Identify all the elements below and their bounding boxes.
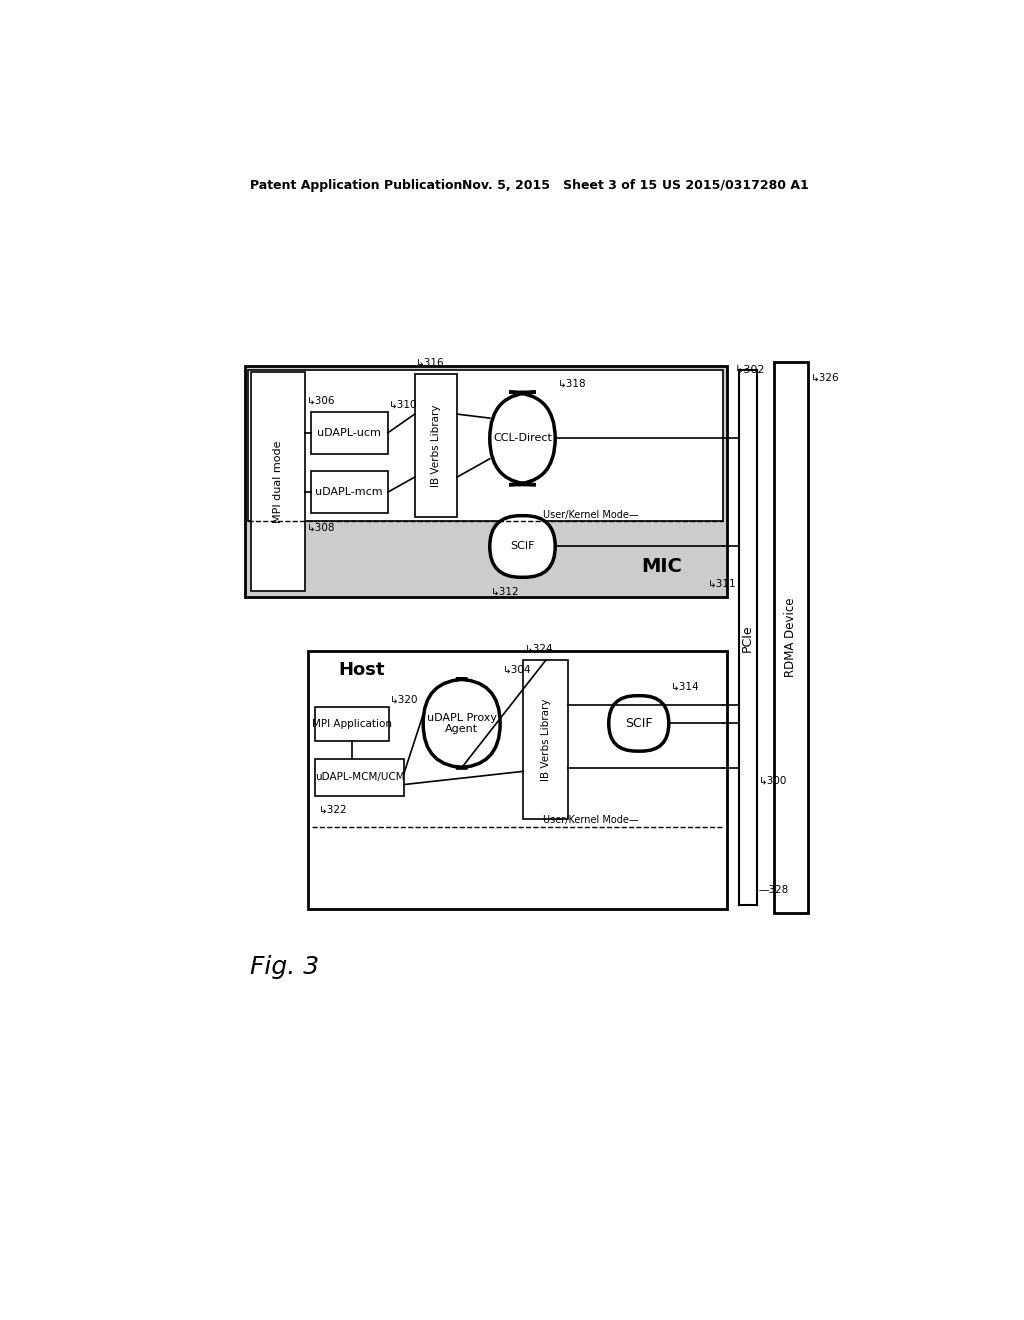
FancyBboxPatch shape [310, 471, 388, 513]
FancyBboxPatch shape [489, 516, 555, 577]
FancyBboxPatch shape [249, 370, 724, 521]
Text: SCIF: SCIF [625, 717, 652, 730]
FancyBboxPatch shape [415, 374, 457, 517]
Text: RDMA Device: RDMA Device [784, 598, 798, 677]
Text: US 2015/0317280 A1: US 2015/0317280 A1 [662, 178, 809, 191]
FancyBboxPatch shape [310, 412, 388, 454]
Text: ↳326: ↳326 [810, 372, 839, 383]
Text: ↳311: ↳311 [708, 578, 736, 589]
Text: ↳320: ↳320 [390, 694, 419, 704]
FancyBboxPatch shape [489, 392, 555, 484]
Text: —328: —328 [759, 884, 790, 895]
Text: PCIe: PCIe [740, 624, 754, 652]
Text: uDAPL-mcm: uDAPL-mcm [315, 487, 383, 498]
Text: ↳300: ↳300 [759, 775, 787, 785]
Text: ↳324: ↳324 [524, 644, 553, 653]
Text: ↳318: ↳318 [557, 378, 586, 388]
Text: ↳312: ↳312 [492, 586, 520, 597]
Text: CCL-Direct: CCL-Direct [493, 433, 552, 444]
Text: User/Kernel Mode—: User/Kernel Mode— [543, 510, 639, 520]
Text: uDAPL Proxy
Agent: uDAPL Proxy Agent [427, 713, 497, 734]
FancyBboxPatch shape [608, 696, 669, 751]
Text: Fig. 3: Fig. 3 [250, 954, 319, 979]
FancyBboxPatch shape [423, 680, 500, 768]
FancyBboxPatch shape [773, 363, 808, 913]
Text: MPI dual mode: MPI dual mode [272, 441, 283, 523]
Text: IB Verbs Library: IB Verbs Library [541, 698, 551, 781]
FancyBboxPatch shape [315, 706, 388, 742]
Text: ↳308: ↳308 [307, 523, 336, 532]
Text: IB Verbs Library: IB Verbs Library [431, 404, 441, 487]
Text: ↳306: ↳306 [307, 395, 336, 405]
Text: SCIF: SCIF [510, 541, 535, 552]
Text: uDAPL-ucm: uDAPL-ucm [317, 428, 381, 438]
Text: User/Kernel Mode—: User/Kernel Mode— [543, 816, 639, 825]
Text: ↳322: ↳322 [319, 804, 348, 814]
FancyBboxPatch shape [307, 651, 727, 909]
Text: ↳316: ↳316 [416, 358, 444, 367]
Text: ↳304: ↳304 [503, 665, 531, 675]
Text: ↳302: ↳302 [735, 366, 766, 375]
FancyBboxPatch shape [523, 660, 568, 818]
FancyBboxPatch shape [251, 372, 304, 591]
Text: Patent Application Publication: Patent Application Publication [250, 178, 462, 191]
FancyBboxPatch shape [315, 759, 403, 796]
FancyBboxPatch shape [245, 367, 727, 598]
Text: MPI Application: MPI Application [312, 719, 392, 729]
Text: uDAPL-MCM/UCM: uDAPL-MCM/UCM [314, 772, 404, 783]
Text: ↳310: ↳310 [389, 399, 418, 409]
Text: Nov. 5, 2015   Sheet 3 of 15: Nov. 5, 2015 Sheet 3 of 15 [462, 178, 656, 191]
Text: Host: Host [338, 661, 385, 680]
Text: ↳314: ↳314 [671, 681, 699, 692]
Text: MIC: MIC [641, 557, 682, 576]
